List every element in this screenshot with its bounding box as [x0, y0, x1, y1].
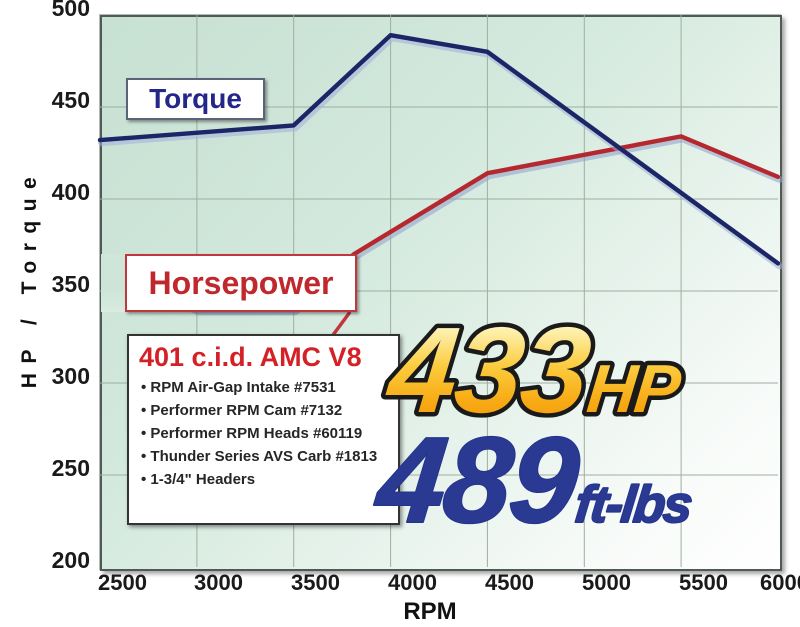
svg-text:489ft-lbs: 489ft-lbs: [368, 411, 701, 548]
